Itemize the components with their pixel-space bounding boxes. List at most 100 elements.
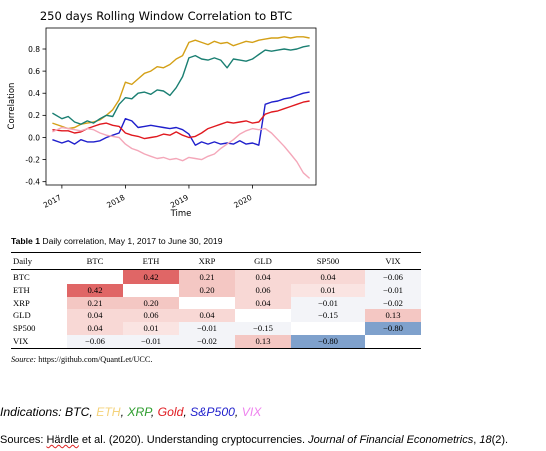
- table-cell: −0.15: [235, 322, 291, 335]
- indication-item: S&P500: [190, 405, 235, 419]
- x-tick-label: 2020: [232, 193, 253, 210]
- indication-separator: ,: [183, 405, 191, 419]
- source-url: https://github.com/QuantLet/UCC.: [36, 354, 153, 364]
- sources-citation: et al. (2020). Understanding cryptocurre…: [78, 434, 309, 446]
- indication-item: BTC: [65, 405, 90, 419]
- table-cell: 0.06: [235, 283, 291, 297]
- table-cell: [179, 297, 235, 310]
- table-header-btc: BTC: [67, 252, 123, 270]
- table-cell: 0.04: [235, 296, 291, 310]
- indication-separator: ,: [150, 405, 158, 419]
- series-line-5: [52, 126, 311, 179]
- table-source: Source: https://github.com/QuantLet/UCC.: [11, 355, 421, 364]
- y-tick-label: 0.8: [28, 45, 40, 54]
- chart-title: 250 days Rolling Window Correlation to B…: [40, 9, 292, 23]
- row-label: XRP: [13, 297, 30, 308]
- table-cell: −0.06: [67, 334, 123, 349]
- indication-separator: ,: [234, 405, 242, 419]
- table-cell: −0.80: [291, 334, 365, 349]
- table-cell: 0.21: [67, 296, 123, 310]
- y-tick-label: 0.2: [28, 111, 40, 120]
- indications-prefix: Indications:: [0, 405, 66, 419]
- table-cell: −0.01: [123, 334, 179, 349]
- table-header-gld: GLD: [235, 252, 291, 270]
- table-row: GLD 0.04 0.06 0.04 −0.15 0.13: [11, 309, 421, 323]
- table-header-eth: ETH: [123, 252, 179, 270]
- indication-item: Gold: [157, 405, 184, 419]
- y-tick-label: -0.4: [25, 177, 40, 186]
- table-header-xrp: XRP: [179, 252, 235, 270]
- y-axis-label: Correlation: [7, 83, 17, 130]
- table-caption: Table 1 Daily correlation, May 1, 2017 t…: [11, 236, 421, 246]
- x-tick-label: 2019: [169, 193, 190, 210]
- sources-author: Härdle: [46, 434, 79, 446]
- table-cell: −0.02: [365, 296, 421, 310]
- table-body: BTC 0.42 0.21 0.04 0.04 −0.06 ETH 0.42 0.20 0.06 0…: [11, 269, 421, 349]
- table-cell: 0.20: [123, 296, 179, 310]
- table-header-vix: VIX: [365, 252, 421, 270]
- table-cell: [365, 334, 421, 349]
- table-cell: [235, 309, 291, 322]
- table-cell: 0.42: [123, 269, 179, 284]
- table-cell: 0.01: [123, 322, 179, 335]
- row-label: GLD: [13, 310, 31, 321]
- correlation-table: Daily BTC ETH XRP GLD SP500 VIX BTC 0.42 0.21 0.0…: [11, 252, 421, 349]
- source-label: Source:: [11, 354, 37, 364]
- table-cell: [123, 284, 179, 297]
- table-row: ETH 0.42 0.20 0.06 0.01 −0.01: [11, 283, 421, 297]
- row-label: ETH: [13, 284, 30, 295]
- table-cell: −0.06: [365, 269, 421, 284]
- rolling-correlation-chart: 250 days Rolling Window Correlation to B…: [7, 9, 317, 219]
- y-tick-label: 0.4: [28, 89, 40, 98]
- table-cell: 0.13: [235, 334, 291, 349]
- table-header-row: Daily BTC ETH XRP GLD SP500 VIX: [11, 252, 421, 270]
- y-tick-label: 0.6: [28, 67, 40, 76]
- sources-sep1: ,: [473, 434, 480, 446]
- table-row: VIX −0.06 −0.01 −0.02 0.13 −0.80: [11, 334, 421, 349]
- indication-item: ETH: [96, 405, 121, 419]
- table-cell: −0.15: [291, 309, 365, 323]
- row-label: BTC: [13, 272, 30, 282]
- series-line-4: [52, 100, 310, 140]
- table-caption-text: Daily correlation, May 1, 2017 to June 3…: [39, 236, 223, 246]
- table-cell: 0.04: [291, 269, 365, 284]
- sources-issue: (2).: [491, 434, 509, 446]
- sources-journal: Journal of Financial Econometrics: [308, 434, 474, 446]
- row-label: VIX: [11, 334, 67, 349]
- series-layer: [52, 36, 311, 179]
- indication-item: XRP: [127, 405, 151, 419]
- y-tick-label: 0.0: [28, 133, 40, 142]
- table-cell: [291, 322, 365, 335]
- indication-separator: ,: [89, 405, 97, 419]
- table-cell: 0.42: [67, 283, 123, 297]
- x-axis-ticks: 2017 2018 2019 2020: [42, 185, 254, 210]
- x-axis-label: Time: [170, 209, 192, 219]
- table-header-sp500: SP500: [291, 252, 365, 270]
- table-cell: 0.01: [291, 283, 365, 297]
- table-header-daily: Daily: [11, 252, 67, 270]
- table-cell: 0.04: [67, 322, 123, 335]
- table-cell: 0.20: [179, 283, 235, 297]
- sources-prefix: Sources:: [0, 434, 47, 446]
- indication-item: VIX: [241, 405, 262, 419]
- y-axis-ticks: -0.4 -0.2 0.0 0.2 0.4 0.6 0.8: [25, 45, 46, 186]
- table-row: SP500 0.04 0.01 −0.01 −0.15 −0.80: [11, 322, 421, 335]
- table-cell: 0.06: [123, 309, 179, 323]
- table-cell: −0.01: [291, 296, 365, 310]
- row-label: SP500: [13, 323, 36, 334]
- table-caption-number: Table 1: [11, 236, 40, 246]
- indications-items: BTC, ETH, XRP, Gold, S&P500, VIX: [65, 405, 261, 419]
- table-cell: 0.21: [179, 269, 235, 284]
- table-cell: 0.13: [365, 309, 421, 323]
- table-cell: 0.04: [235, 269, 291, 284]
- table-cell: −0.02: [179, 334, 235, 349]
- y-tick-label: -0.2: [25, 155, 40, 164]
- table-row: XRP 0.21 0.20 0.04 −0.01 −0.02: [11, 296, 421, 310]
- table-cell: −0.01: [179, 322, 235, 335]
- correlation-table-block: Table 1 Daily correlation, May 1, 2017 t…: [11, 236, 421, 364]
- table-cell: −0.01: [365, 283, 421, 297]
- table-cell: −0.80: [365, 322, 421, 335]
- table-cell: 0.04: [67, 309, 123, 323]
- sources-line: Sources: Härdle et al. (2020). Understan…: [0, 434, 508, 446]
- table-row: BTC 0.42 0.21 0.04 0.04 −0.06: [11, 269, 421, 284]
